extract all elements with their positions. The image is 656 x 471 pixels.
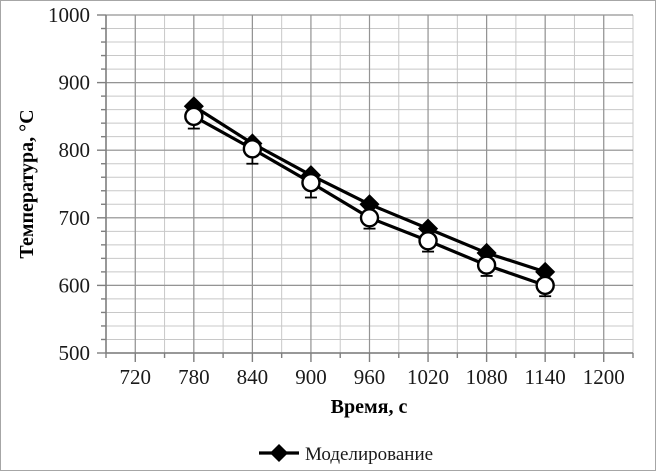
legend-marker-filled-diamond bbox=[269, 443, 289, 463]
x-tick-label: 780 bbox=[178, 365, 210, 389]
y-tick-label: 500 bbox=[59, 341, 91, 365]
x-tick-label: 1020 bbox=[407, 365, 449, 389]
marker-open-circle bbox=[184, 106, 204, 127]
series-markers bbox=[184, 106, 555, 296]
y-axis-title: Температура, °С bbox=[16, 109, 38, 258]
x-axis-ticks bbox=[105, 353, 634, 362]
y-tick-label: 700 bbox=[59, 206, 91, 230]
y-axis-tick-labels: 500 600 700 800 900 1000 bbox=[48, 3, 90, 365]
x-axis-title: Время, с bbox=[331, 396, 408, 418]
x-tick-label: 1200 bbox=[583, 365, 625, 389]
marker-open-circle bbox=[301, 172, 321, 193]
legend-entry[interactable]: Моделирование bbox=[259, 443, 433, 465]
gridlines-vertical-major bbox=[134, 15, 605, 353]
y-tick-label: 900 bbox=[59, 71, 91, 95]
data-series-layer bbox=[183, 96, 556, 298]
x-tick-label: 1140 bbox=[525, 365, 566, 389]
x-axis-tick-labels: 720 780 840 900 960 1020 1080 1140 1200 bbox=[120, 365, 625, 389]
x-tick-label: 900 bbox=[295, 365, 327, 389]
x-tick-label: 720 bbox=[120, 365, 152, 389]
x-tick-label: 960 bbox=[354, 365, 386, 389]
legend-label: Моделирование bbox=[305, 444, 433, 465]
y-tick-label: 800 bbox=[59, 138, 91, 162]
series-2 bbox=[184, 106, 555, 298]
y-tick-label: 1000 bbox=[48, 3, 90, 27]
marker-open-circle bbox=[535, 275, 555, 296]
marker-open-circle bbox=[418, 231, 438, 251]
chart-legend: Моделирование bbox=[259, 443, 433, 465]
x-tick-label: 1080 bbox=[466, 365, 508, 389]
marker-open-circle bbox=[476, 255, 497, 275]
x-tick-label: 840 bbox=[237, 365, 269, 389]
marker-open-circle bbox=[242, 139, 263, 159]
marker-open-circle bbox=[359, 208, 380, 228]
y-axis-ticks bbox=[97, 14, 106, 354]
y-tick-label: 600 bbox=[59, 273, 91, 297]
